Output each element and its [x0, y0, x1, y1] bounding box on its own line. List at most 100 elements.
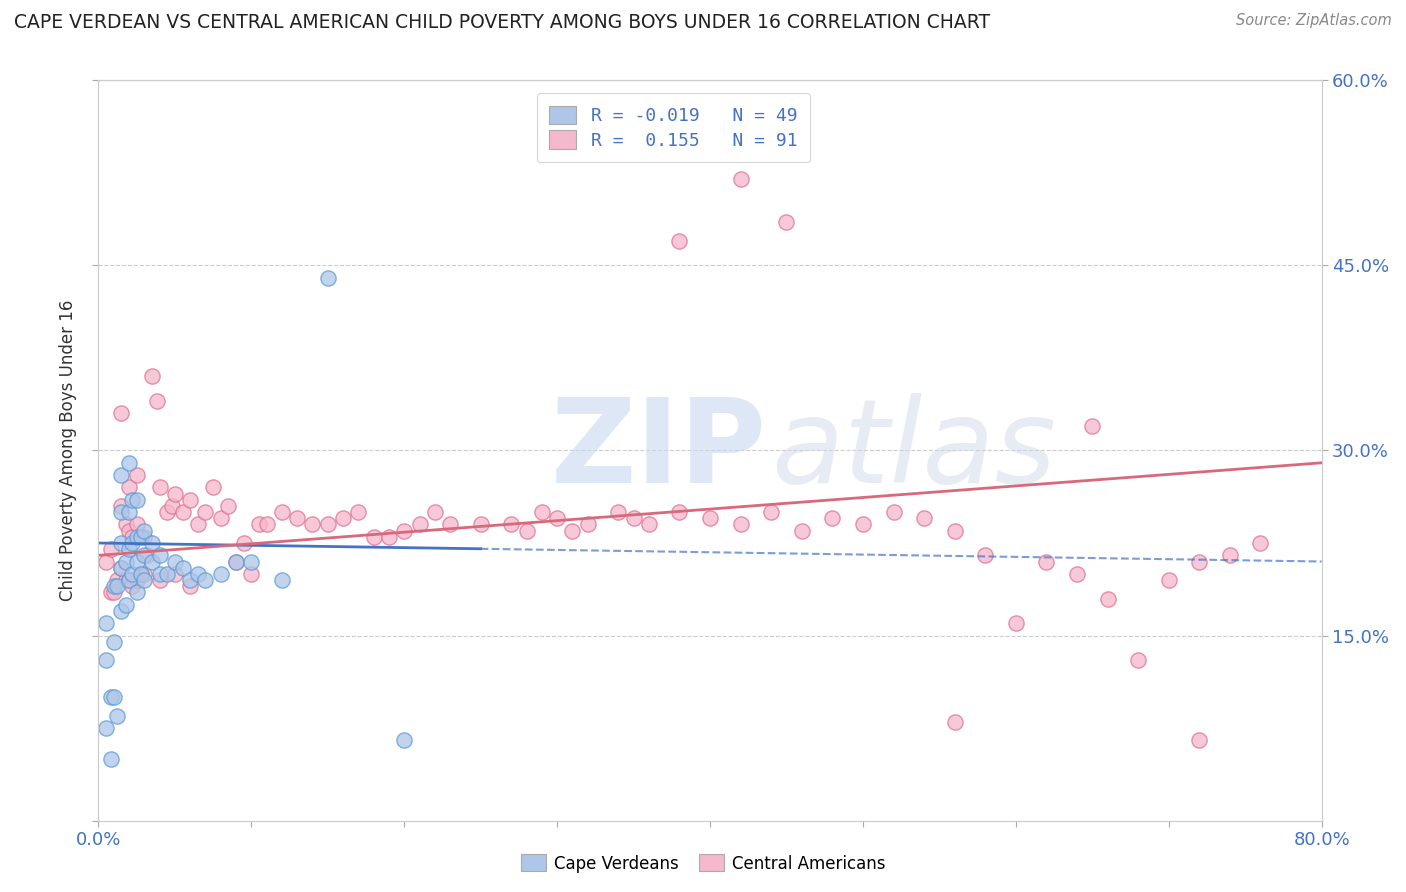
Point: [392, 524, 416, 538]
Point: [100, 542, 122, 557]
Point: [530, 505, 553, 519]
Point: [125, 573, 148, 587]
Point: [187, 517, 209, 532]
Point: [1219, 549, 1241, 563]
Point: [110, 560, 132, 574]
Point: [637, 517, 661, 532]
Point: [1249, 536, 1271, 550]
Point: [149, 480, 172, 494]
Point: [118, 524, 141, 538]
Point: [115, 555, 138, 569]
Point: [1157, 573, 1180, 587]
Text: ZIP: ZIP: [551, 393, 768, 508]
Y-axis label: Child Poverty Among Boys Under 16: Child Poverty Among Boys Under 16: [59, 300, 77, 601]
Point: [110, 560, 132, 574]
Point: [129, 566, 152, 581]
Point: [1081, 418, 1104, 433]
Point: [974, 549, 997, 563]
Point: [125, 492, 148, 507]
Point: [115, 517, 138, 532]
Point: [118, 456, 141, 470]
Point: [125, 517, 148, 532]
Point: [172, 560, 194, 574]
Point: [141, 536, 163, 550]
Point: [209, 511, 232, 525]
Point: [134, 573, 156, 587]
Point: [118, 542, 141, 557]
Point: [363, 530, 385, 544]
Point: [202, 480, 225, 494]
Point: [247, 517, 270, 532]
Point: [301, 517, 323, 532]
Point: [316, 517, 339, 532]
Point: [160, 499, 183, 513]
Point: [775, 215, 797, 229]
Point: [194, 505, 217, 519]
Point: [156, 505, 179, 519]
Point: [883, 505, 905, 519]
Point: [1035, 555, 1057, 569]
Point: [217, 499, 239, 513]
Point: [110, 536, 132, 550]
Point: [179, 579, 201, 593]
Point: [110, 407, 132, 421]
Point: [103, 585, 125, 599]
Text: atlas: atlas: [772, 393, 1056, 508]
Legend: Cape Verdeans, Central Americans: Cape Verdeans, Central Americans: [513, 847, 893, 880]
Point: [94, 555, 117, 569]
Point: [118, 573, 141, 587]
Point: [316, 270, 339, 285]
Point: [668, 505, 690, 519]
Point: [943, 714, 966, 729]
Point: [129, 566, 152, 581]
Point: [225, 555, 247, 569]
Point: [149, 566, 172, 581]
Point: [163, 486, 186, 500]
Point: [607, 505, 630, 519]
Point: [332, 511, 354, 525]
Point: [100, 690, 122, 705]
Point: [129, 530, 152, 544]
Point: [668, 234, 690, 248]
Point: [163, 566, 186, 581]
Point: [943, 524, 966, 538]
Point: [125, 530, 148, 544]
Point: [546, 511, 568, 525]
Point: [149, 549, 172, 563]
Point: [408, 517, 430, 532]
Point: [501, 517, 523, 532]
Point: [1188, 733, 1211, 747]
Point: [256, 517, 278, 532]
Point: [232, 536, 254, 550]
Point: [105, 708, 128, 723]
Point: [115, 598, 138, 612]
Point: [187, 566, 209, 581]
Point: [100, 752, 122, 766]
Point: [470, 517, 492, 532]
Point: [121, 530, 143, 544]
Point: [516, 524, 538, 538]
Point: [759, 505, 782, 519]
Point: [115, 573, 138, 587]
Point: [790, 524, 813, 538]
Point: [134, 566, 156, 581]
Point: [209, 566, 232, 581]
Text: CAPE VERDEAN VS CENTRAL AMERICAN CHILD POVERTY AMONG BOYS UNDER 16 CORRELATION C: CAPE VERDEAN VS CENTRAL AMERICAN CHILD P…: [14, 13, 990, 32]
Point: [149, 573, 172, 587]
Point: [270, 505, 292, 519]
Legend: R = -0.019   N = 49, R =  0.155   N = 91: R = -0.019 N = 49, R = 0.155 N = 91: [537, 93, 810, 162]
Point: [730, 517, 752, 532]
Point: [118, 505, 141, 519]
Point: [121, 566, 143, 581]
Point: [118, 480, 141, 494]
Point: [103, 690, 125, 705]
Point: [100, 585, 122, 599]
Point: [1066, 566, 1088, 581]
Point: [378, 530, 401, 544]
Point: [912, 511, 935, 525]
Point: [156, 566, 179, 581]
Point: [172, 505, 194, 519]
Point: [141, 555, 163, 569]
Point: [134, 524, 156, 538]
Point: [105, 573, 128, 587]
